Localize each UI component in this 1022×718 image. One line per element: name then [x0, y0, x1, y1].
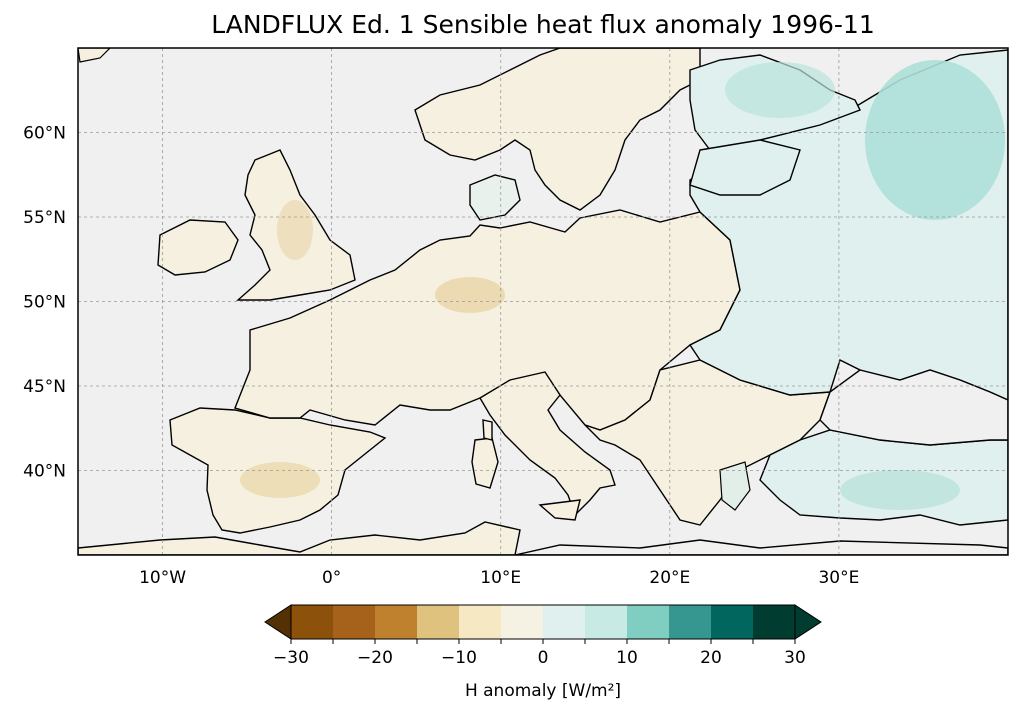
lat-tick-label: 40°N [23, 462, 66, 482]
colorbar-segment [669, 605, 712, 639]
colorbar-tick-label: 0 [538, 648, 549, 668]
colorbar-tick-label: −10 [441, 648, 477, 668]
longitude-labels: 10°W 0° 10°E 20°E 30°E [139, 568, 859, 588]
lon-tick-label: 0° [322, 568, 341, 588]
lat-tick-label: 50°N [23, 293, 66, 313]
lon-tick-label: 10°E [480, 568, 521, 588]
latitude-labels: 60°N 55°N 50°N 45°N 40°N [23, 124, 66, 482]
colorbar-segment [585, 605, 628, 639]
land-ireland [157, 219, 239, 276]
lon-tick-label: 10°W [139, 568, 186, 588]
colorbar-segment [501, 605, 544, 639]
land-scandinavia [414, 48, 701, 211]
gridlines [78, 48, 1008, 555]
anomaly-patch-russia [865, 60, 1005, 220]
anomaly-patch-turkey [840, 470, 960, 510]
land-egypt-libya [514, 539, 1008, 555]
land-greece-east [719, 461, 751, 511]
colorbar-tick-label: −30 [273, 648, 309, 668]
map-title: LANDFLUX Ed. 1 Sensible heat flux anomal… [211, 10, 875, 39]
land-denmark [469, 174, 521, 221]
colorbar-segment [333, 605, 376, 639]
land-iceland-edge [78, 48, 111, 63]
colorbar-segment [753, 605, 796, 639]
colorbar-label: H anomaly [W/m²] [465, 681, 621, 701]
colorbar-tick-label: 10 [616, 648, 638, 668]
colorbar-segment [291, 605, 334, 639]
lat-tick-label: 45°N [23, 377, 66, 397]
land-corsica [482, 419, 493, 441]
colorbar-over-arrow [794, 604, 822, 640]
land-north-africa [78, 521, 521, 555]
colorbar-under-arrow [264, 604, 292, 640]
colorbar-segment [417, 605, 460, 639]
anomaly-patch-iberia [240, 462, 320, 498]
land-italy [479, 371, 616, 517]
colorbar-segment [543, 605, 586, 639]
lat-tick-label: 60°N [23, 124, 66, 144]
land-sicily [538, 499, 581, 521]
colorbar-segment [375, 605, 418, 639]
colorbar: −30 −20 −10 0 10 20 30 [264, 604, 822, 668]
anomaly-patch-uk [277, 200, 313, 260]
lon-tick-label: 20°E [649, 568, 690, 588]
colorbar-tick-label: 20 [700, 648, 722, 668]
lon-tick-label: 30°E [818, 568, 859, 588]
colorbar-tick-label: −20 [357, 648, 393, 668]
anomaly-patch-finland [725, 62, 835, 118]
colorbar-segment [627, 605, 670, 639]
colorbar-tick-label: 30 [784, 648, 806, 668]
map-frame [77, 47, 1009, 556]
sea-black-sea [819, 369, 1008, 446]
anomaly-patch-germany [435, 277, 505, 313]
colorbar-segment [459, 605, 502, 639]
land-baltics [689, 139, 801, 196]
colorbar-segment [711, 605, 754, 639]
lat-tick-label: 55°N [23, 208, 66, 228]
